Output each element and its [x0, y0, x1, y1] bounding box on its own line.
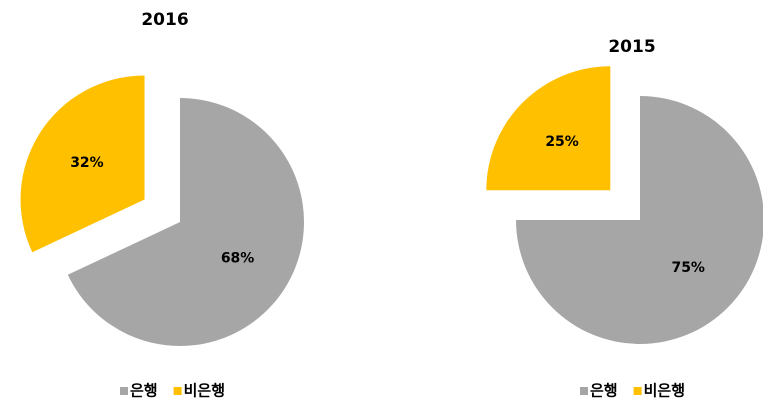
legend-swatch: [633, 387, 642, 395]
chart-title: 2016: [141, 10, 188, 30]
pie-slice: [20, 75, 145, 253]
legend-swatch: [120, 387, 128, 395]
pie-slice: [486, 66, 611, 191]
data-label: 32%: [70, 155, 104, 171]
legend-swatch: [580, 387, 588, 395]
legend-label: 은행: [590, 382, 618, 400]
legend-label: 비은행: [644, 382, 685, 400]
legend-label: 은행: [130, 382, 158, 400]
chart-title: 2015: [608, 37, 655, 57]
data-label: 25%: [545, 134, 579, 150]
data-label: 75%: [671, 260, 705, 276]
legend-swatch: [173, 387, 182, 395]
pie-slice: [516, 96, 763, 344]
pie-slice: [67, 98, 304, 346]
legend-label: 비은행: [184, 382, 225, 400]
data-label: 68%: [221, 251, 255, 267]
